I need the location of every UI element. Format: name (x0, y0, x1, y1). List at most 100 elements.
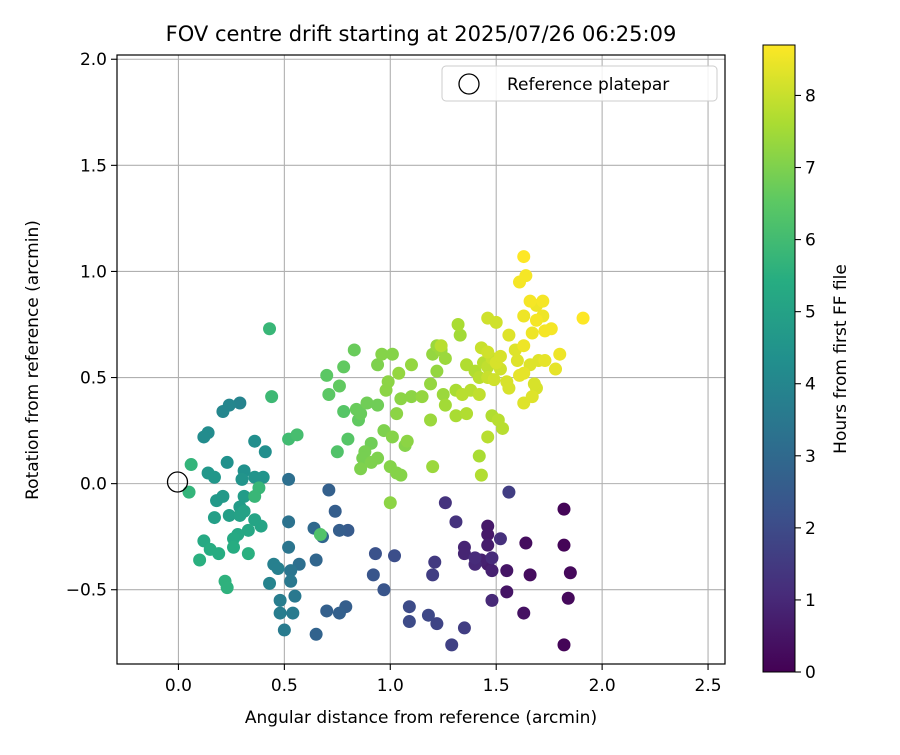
data-point (481, 538, 495, 552)
data-point (273, 593, 287, 607)
y-tick-label: 0.0 (80, 475, 107, 495)
data-point (282, 472, 296, 486)
data-point (371, 358, 385, 372)
data-point (517, 339, 531, 353)
data-point (254, 519, 268, 533)
data-point (557, 502, 571, 516)
data-point (415, 390, 429, 404)
x-tick-label: 1.5 (483, 676, 510, 696)
data-point (527, 377, 541, 391)
colorbar-tick-label: 6 (805, 231, 816, 251)
colorbar: 0 1 2 3 4 5 6 7 8 Hours from first FF file (762, 44, 851, 683)
legend-entry-label: Reference platepar (507, 75, 669, 95)
data-point (513, 368, 527, 382)
data-point (402, 615, 416, 629)
data-point (286, 606, 300, 620)
data-point (220, 581, 234, 595)
data-point (220, 455, 234, 469)
data-point (493, 532, 507, 546)
data-point (385, 347, 399, 361)
data-point (222, 508, 236, 522)
y-tick-label: −0.5 (66, 581, 107, 601)
data-point (375, 347, 389, 361)
data-point (383, 496, 397, 510)
data-point (273, 606, 287, 620)
data-point (424, 377, 438, 391)
data-point (496, 421, 510, 435)
data-point (309, 553, 323, 567)
data-point (436, 388, 450, 402)
data-point (430, 617, 444, 631)
colorbar-gradient (762, 44, 796, 673)
data-point (426, 460, 440, 474)
data-point (485, 564, 499, 578)
data-point (500, 564, 514, 578)
data-point (237, 489, 251, 503)
data-point (451, 317, 465, 331)
data-point (197, 430, 211, 444)
colorbar-label: Hours from first FF file (831, 264, 851, 454)
data-point (474, 468, 488, 482)
grid-lines (117, 55, 725, 664)
y-tick-label: 1.5 (80, 156, 107, 176)
data-point (430, 364, 444, 378)
data-point (368, 547, 382, 561)
data-point (549, 362, 563, 376)
colorbar-tick-label: 2 (805, 519, 816, 539)
data-point (282, 540, 296, 554)
data-point (216, 489, 230, 503)
data-point (233, 396, 247, 410)
data-point (385, 430, 399, 444)
data-point (519, 269, 533, 283)
data-point (263, 322, 277, 336)
data-point (288, 589, 302, 603)
data-point (184, 458, 198, 472)
data-point (354, 462, 368, 476)
data-point (216, 404, 230, 418)
data-point (337, 404, 351, 418)
data-point (529, 313, 543, 327)
data-point (290, 428, 304, 442)
data-point (328, 504, 342, 518)
y-tick-label: 1.0 (80, 262, 107, 282)
data-point (523, 568, 537, 582)
data-point (449, 515, 463, 529)
colorbar-tick-label: 3 (805, 447, 816, 467)
data-point (371, 398, 385, 412)
data-point (360, 396, 374, 410)
data-point (241, 547, 255, 561)
data-point (487, 373, 501, 387)
data-point (525, 326, 539, 340)
data-point (493, 349, 507, 363)
data-point (330, 445, 344, 459)
data-point (438, 398, 452, 412)
data-point (563, 566, 577, 580)
data-point (472, 449, 486, 463)
data-point (227, 540, 241, 554)
data-point (460, 407, 474, 421)
x-tick-label: 0.0 (165, 676, 192, 696)
legend-box: Reference platepar (441, 65, 718, 102)
reference-platepar-marker (166, 471, 189, 493)
colorbar-tick-label: 0 (805, 663, 816, 683)
colorbar-tick-label: 5 (805, 303, 816, 323)
data-point (544, 322, 558, 336)
data-point (332, 523, 346, 537)
data-point (322, 483, 336, 497)
data-point (576, 311, 590, 325)
data-point (248, 489, 262, 503)
legend-marker-icon (458, 73, 480, 95)
data-point (449, 409, 463, 423)
chart-title: FOV centre drift starting at 2025/07/26 … (166, 22, 677, 46)
y-tick-label: 0.5 (80, 369, 107, 389)
data-point (557, 538, 571, 552)
data-point (394, 468, 408, 482)
data-point (472, 388, 486, 402)
data-point (438, 351, 452, 365)
data-point (256, 470, 270, 484)
data-point (557, 638, 571, 652)
data-point (392, 366, 406, 380)
data-point (523, 294, 537, 308)
